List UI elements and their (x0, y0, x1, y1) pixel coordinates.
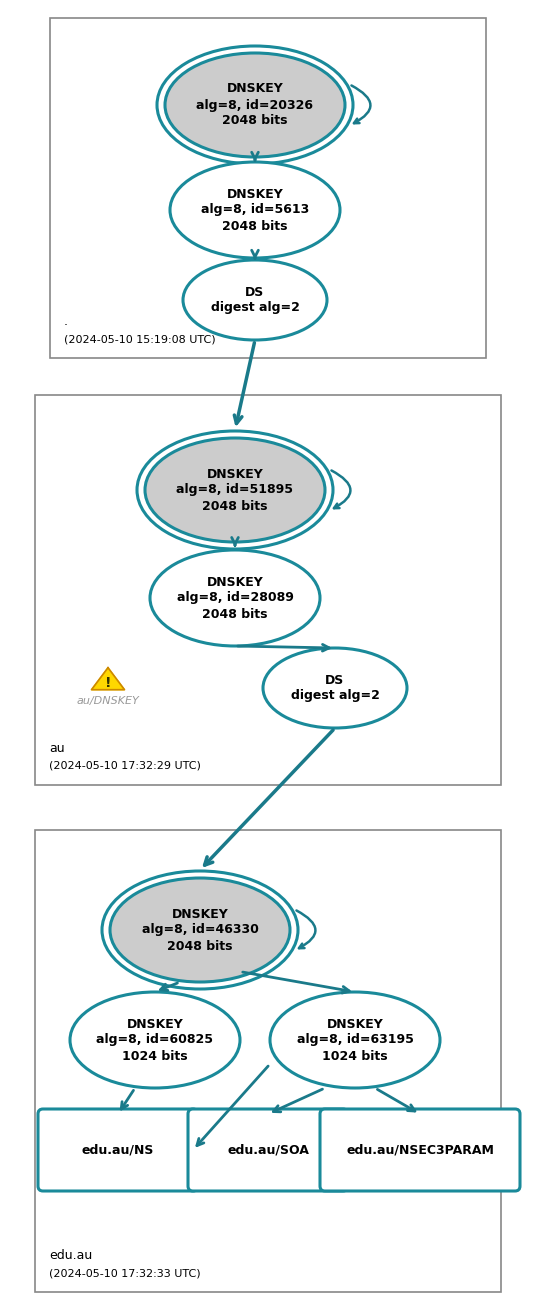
FancyBboxPatch shape (35, 395, 501, 785)
Text: au/DNSKEY: au/DNSKEY (77, 697, 139, 706)
Text: (2024-05-10 17:32:29 UTC): (2024-05-10 17:32:29 UTC) (49, 761, 201, 771)
Text: .: . (64, 315, 68, 328)
Text: DNSKEY
alg=8, id=28089
2048 bits: DNSKEY alg=8, id=28089 2048 bits (176, 576, 293, 621)
FancyBboxPatch shape (188, 1109, 348, 1191)
FancyBboxPatch shape (50, 18, 486, 358)
Text: DNSKEY
alg=8, id=5613
2048 bits: DNSKEY alg=8, id=5613 2048 bits (201, 188, 309, 232)
Text: edu.au: edu.au (49, 1249, 92, 1262)
Ellipse shape (263, 648, 407, 728)
Ellipse shape (145, 438, 325, 542)
Ellipse shape (110, 878, 290, 981)
Text: !: ! (105, 676, 111, 690)
Ellipse shape (270, 992, 440, 1088)
Text: DS
digest alg=2: DS digest alg=2 (291, 673, 379, 702)
Text: DNSKEY
alg=8, id=46330
2048 bits: DNSKEY alg=8, id=46330 2048 bits (142, 908, 258, 953)
Text: au: au (49, 743, 65, 754)
Ellipse shape (70, 992, 240, 1088)
Text: DNSKEY
alg=8, id=20326
2048 bits: DNSKEY alg=8, id=20326 2048 bits (197, 83, 314, 127)
Text: edu.au/NS: edu.au/NS (82, 1144, 154, 1156)
Ellipse shape (165, 52, 345, 157)
FancyBboxPatch shape (35, 830, 501, 1292)
Text: DS
digest alg=2: DS digest alg=2 (211, 286, 300, 315)
Ellipse shape (150, 550, 320, 646)
Text: (2024-05-10 17:32:33 UTC): (2024-05-10 17:32:33 UTC) (49, 1267, 200, 1278)
Ellipse shape (183, 260, 327, 340)
FancyBboxPatch shape (320, 1109, 520, 1191)
Text: edu.au/SOA: edu.au/SOA (227, 1144, 309, 1156)
Text: DNSKEY
alg=8, id=63195
1024 bits: DNSKEY alg=8, id=63195 1024 bits (296, 1018, 413, 1063)
Ellipse shape (170, 161, 340, 258)
Text: edu.au/NSEC3PARAM: edu.au/NSEC3PARAM (346, 1144, 494, 1156)
Text: DNSKEY
alg=8, id=51895
2048 bits: DNSKEY alg=8, id=51895 2048 bits (176, 467, 294, 513)
FancyBboxPatch shape (38, 1109, 198, 1191)
Text: (2024-05-10 15:19:08 UTC): (2024-05-10 15:19:08 UTC) (64, 335, 215, 344)
Polygon shape (92, 668, 124, 690)
Text: DNSKEY
alg=8, id=60825
1024 bits: DNSKEY alg=8, id=60825 1024 bits (96, 1018, 213, 1063)
